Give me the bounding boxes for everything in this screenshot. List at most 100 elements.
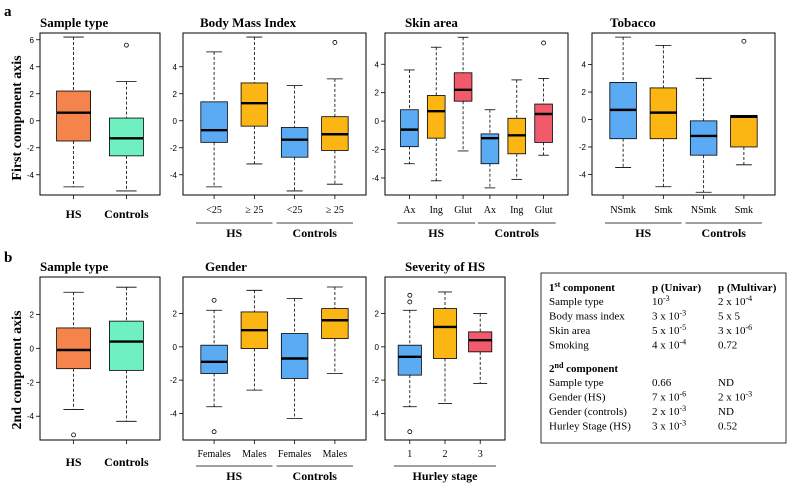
- y-tick-label: -4: [27, 171, 35, 180]
- category-label: HS: [66, 455, 82, 469]
- y-tick-label: 4: [375, 60, 380, 69]
- box-6: Glut: [534, 40, 553, 216]
- stats-row: Gender (HS) 7 x 10-6 2 x 10-3: [549, 390, 752, 404]
- stats-multivar-value: 5 x 5: [718, 311, 741, 323]
- y-tick-label: 0: [582, 115, 587, 124]
- stats-multivar-value: 0.72: [718, 340, 737, 352]
- box-4: Ax: [480, 109, 500, 216]
- y-axis-label-a: First component axis: [10, 55, 25, 181]
- box-iqr: [689, 120, 718, 156]
- stats-multivar-value: 0.52: [718, 421, 737, 433]
- y-tick-label: 4: [173, 63, 178, 72]
- box-iqr: [109, 320, 144, 371]
- box-iqr: [426, 95, 446, 139]
- category-label: Ax: [403, 205, 415, 216]
- category-label: Females: [278, 449, 311, 460]
- box-iqr: [468, 331, 493, 353]
- category-label: NSmk: [691, 205, 717, 216]
- category-label: Ax: [484, 205, 496, 216]
- group-label: HS: [226, 469, 242, 483]
- group-label: Hurley stage: [413, 469, 479, 483]
- outlier-point: [407, 299, 413, 305]
- stats-table: 1st component p (Univar) p (Multivar) Sa…: [540, 272, 787, 444]
- category-label: Smk: [654, 205, 672, 216]
- outlier-point: [124, 42, 129, 48]
- box-1: HS: [56, 36, 91, 221]
- y-tick-label: -2: [170, 376, 178, 385]
- stats-row-label: Sample type: [549, 377, 604, 389]
- category-label: <25: [287, 205, 303, 216]
- y-tick-label: 0: [30, 344, 35, 353]
- stats-row-label: Hurley Stage (HS): [549, 421, 631, 433]
- box-2: Smk: [649, 44, 678, 216]
- box-3: <25: [280, 85, 309, 216]
- group-label: HS: [635, 226, 651, 240]
- stats-row: Body mass index 3 x 10-3 5 x 5: [549, 309, 741, 323]
- panel-letter-a: a: [4, 4, 12, 20]
- category-label: Smk: [735, 205, 753, 216]
- y-tick-label: -2: [372, 376, 380, 385]
- stats-row: Sample type 0.66 ND: [549, 377, 734, 389]
- y-tick-label: 0: [173, 343, 178, 352]
- outlier-point: [71, 432, 76, 438]
- box-2: Controls: [104, 42, 149, 221]
- stats-multivar-value: 2 x 10-4: [718, 294, 752, 308]
- y-tick-label: 2: [173, 310, 178, 319]
- box-iqr: [280, 333, 309, 379]
- y-tick-label: -2: [372, 146, 380, 155]
- stats-univar-value: 10-3: [652, 294, 670, 308]
- box-1: <25: [200, 51, 228, 216]
- chart-title: Tobacco: [610, 15, 656, 30]
- box-2: ≥ 25: [240, 36, 269, 216]
- y-tick-label: 4: [30, 63, 35, 72]
- category-label: 2: [443, 449, 448, 460]
- stats-row-label: Gender (controls): [549, 406, 627, 418]
- category-label: Controls: [104, 207, 149, 221]
- category-label: Males: [323, 449, 348, 460]
- y-axis-label-b: 2nd component axis: [10, 310, 25, 430]
- box-1: 1: [397, 292, 422, 460]
- box-iqr: [534, 103, 553, 143]
- group-label: HS: [428, 226, 444, 240]
- group-label: Controls: [495, 226, 540, 240]
- category-label: NSmk: [610, 205, 636, 216]
- box-iqr: [56, 90, 91, 142]
- stats-univar-value: 3 x 10-3: [652, 419, 686, 433]
- y-tick-label: -2: [27, 144, 35, 153]
- y-tick-label: 2: [375, 310, 380, 319]
- box-iqr: [280, 127, 309, 158]
- box-iqr: [730, 114, 758, 148]
- stats-row-label: Sample type: [549, 296, 604, 308]
- chart-title: Sample type: [40, 259, 108, 274]
- chart-a3: Skin area -4 -2 0 2 4 Ax Ing Glut Ax Ing Glut HS Cont…: [372, 15, 569, 240]
- stats-univar-value: 4 x 10-4: [652, 338, 686, 352]
- category-label: HS: [66, 207, 82, 221]
- stats-univar-value: 5 x 10-5: [652, 323, 686, 337]
- category-label: Glut: [535, 205, 553, 216]
- box-2: Ing: [426, 46, 446, 216]
- category-label: Ing: [510, 205, 523, 216]
- category-label: ≥ 25: [326, 205, 344, 216]
- stats-row: Gender (controls) 2 x 10-3 ND: [549, 404, 734, 418]
- stats-multivar-value: 2 x 10-3: [718, 390, 752, 404]
- outlier-point: [407, 429, 413, 435]
- category-label: Controls: [104, 455, 149, 469]
- y-tick-label: -4: [27, 412, 35, 421]
- box-1: Females: [197, 297, 231, 460]
- box-iqr: [200, 101, 228, 143]
- outlier-point: [741, 38, 747, 44]
- y-tick-label: -4: [372, 409, 380, 418]
- y-tick-label: -4: [170, 409, 178, 418]
- stats-univar-value: 7 x 10-6: [652, 390, 686, 404]
- charts-layer: Sample type -4 -2 0 2 4 6 HS Controls Body Mass I…: [27, 15, 776, 483]
- category-label: Ing: [430, 205, 443, 216]
- box-2: 2: [432, 291, 458, 460]
- y-tick-label: 4: [582, 61, 587, 70]
- box-4: Males: [321, 286, 349, 460]
- y-tick-label: 6: [30, 36, 35, 45]
- box-1: NSmk: [609, 36, 637, 216]
- plot-frame: [182, 276, 367, 441]
